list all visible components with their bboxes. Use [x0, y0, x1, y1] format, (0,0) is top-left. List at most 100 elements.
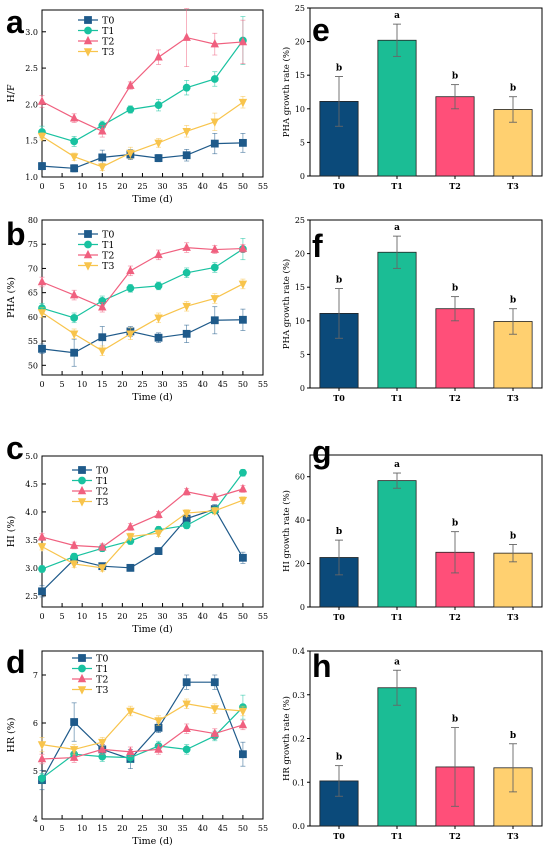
x-axis-label: Time (d) [132, 836, 173, 847]
data-point [70, 718, 79, 726]
series-T2 [37, 8, 248, 138]
y-axis-label: HR growth rate (%) [281, 696, 292, 781]
x-tick-label: 40 [198, 380, 208, 389]
legend-marker [83, 48, 93, 57]
data-point [210, 507, 219, 516]
data-point [70, 313, 79, 322]
data-point [154, 509, 163, 519]
significance-letter: a [394, 11, 400, 21]
significance-letter: b [452, 72, 458, 82]
x-tick-label: T3 [507, 181, 519, 191]
data-point [210, 492, 219, 501]
x-tick-label: 5 [60, 612, 65, 621]
x-tick-label: T0 [333, 181, 345, 191]
x-tick-label: 40 [198, 612, 208, 621]
data-point [182, 723, 191, 733]
data-point [37, 309, 47, 318]
x-tick-label: 5 [60, 824, 65, 833]
plot-frame [309, 454, 543, 608]
y-tick-label: 5 [300, 350, 305, 359]
x-tick-label: 45 [218, 612, 228, 621]
data-point [38, 565, 46, 573]
x-tick-label: 10 [77, 612, 87, 621]
x-tick-label: T2 [449, 181, 461, 191]
data-point [182, 242, 191, 251]
significance-letter: b [336, 276, 342, 286]
panel-f-label: f [312, 228, 323, 264]
panel-b-plot: 0 5 10 15 20 25 30 35 40 45 50 55 50 55 60 65 70 75 80 Time… [6, 216, 268, 403]
legend-label: T2 [102, 251, 114, 262]
y-tick-label: 0.4 [292, 647, 305, 656]
panel-g-label: g [312, 434, 332, 470]
data-point [182, 745, 191, 754]
series-line [41, 319, 243, 354]
series-T0 [38, 133, 247, 173]
y-tick-label: 0 [300, 172, 305, 181]
y-tick-label: 15 [295, 283, 305, 292]
data-point [210, 678, 219, 687]
panel-a-label: a [6, 4, 24, 40]
x-axis-label: Time (d) [132, 392, 173, 403]
data-point [98, 542, 107, 551]
y-tick-label: 25 [295, 216, 305, 225]
data-point [37, 543, 47, 552]
series-T1 [38, 16, 247, 147]
x-tick-label: 5 [60, 380, 65, 389]
series-line [41, 248, 244, 319]
x-tick-label: T1 [391, 181, 403, 191]
data-point [38, 587, 46, 596]
panel-b-pha-line-chart: b 0 5 10 15 20 25 30 35 40 45 50 55 50 55 60 65 70 75 80 Ti… [0, 212, 270, 424]
legend-label: T0 [102, 230, 114, 241]
x-tick-label: T1 [391, 831, 403, 841]
y-tick-label: 4.5 [25, 480, 38, 489]
y-tick-label: 75 [28, 240, 38, 249]
series-T2 [37, 483, 248, 551]
y-tick-label: 2.0 [25, 100, 38, 109]
x-tick-label: 25 [137, 380, 147, 389]
y-tick-label: 4.0 [25, 508, 38, 517]
panel-c-hi-line-chart: c 0 5 10 15 20 25 30 35 40 45 50 55 2.5 3.0 3.5 4.0 4.5 5… [0, 424, 270, 636]
y-tick-label: 1.5 [25, 137, 38, 146]
y-tick-label: 60 [295, 473, 305, 482]
y-tick-label: 20 [295, 560, 305, 569]
legend-label: T1 [96, 664, 108, 675]
x-tick-label: 45 [218, 824, 228, 833]
data-point [154, 52, 163, 61]
significance-letter: b [336, 753, 342, 763]
panel-e-plot: 0 5 10 15 20 25 PHA growth rate (%) b T0 a T1 b T2 b T… [281, 4, 543, 191]
panel-h-plot: 0.0 0.1 0.2 0.3 0.4 HR growth rate (%) b T0 a T1 b… [281, 647, 543, 841]
data-point [69, 289, 79, 299]
data-point [69, 752, 79, 761]
data-point [126, 80, 135, 89]
y-tick-label: 65 [28, 289, 38, 298]
y-tick-label: 60 [28, 313, 38, 322]
significance-letter: b [510, 731, 516, 741]
bar-T1 [377, 687, 417, 827]
x-axis-label: Time (d) [132, 624, 173, 635]
x-tick-label: 20 [117, 824, 127, 833]
y-axis-label: HR (%) [6, 718, 17, 753]
data-point [210, 316, 219, 325]
y-tick-label: 20 [295, 38, 305, 47]
panel-a-plot: 0 5 10 15 20 25 30 35 40 45 50 55 1.0 1.5 2.0 2.5 3.0 Tim… [6, 8, 268, 205]
data-point [126, 330, 135, 339]
x-tick-label: 50 [238, 612, 248, 621]
data-point [126, 149, 135, 159]
data-point [182, 521, 191, 530]
data-point [37, 531, 47, 541]
panel-a-hf-line-chart: a 0 5 10 15 20 25 30 35 40 45 50 55 1.0 1.5 2.0 2.5 3.0 T… [0, 0, 270, 212]
y-tick-label: 70 [28, 264, 38, 273]
data-point [69, 560, 79, 570]
data-point [70, 164, 79, 173]
x-tick-label: T3 [507, 831, 519, 841]
series-T0 [38, 306, 247, 367]
panel-g-hi-growth-bar-chart: g 0 20 40 60 HI growth rate (%) b T0 a T1 b T2 b T3 [280, 424, 550, 636]
x-tick-label: 0 [39, 824, 44, 833]
data-point [238, 98, 248, 108]
data-point [238, 243, 248, 252]
x-tick-label: T2 [449, 831, 461, 841]
plot-frame [309, 7, 543, 177]
panel-c-label: c [6, 430, 24, 466]
series-line [41, 681, 244, 781]
